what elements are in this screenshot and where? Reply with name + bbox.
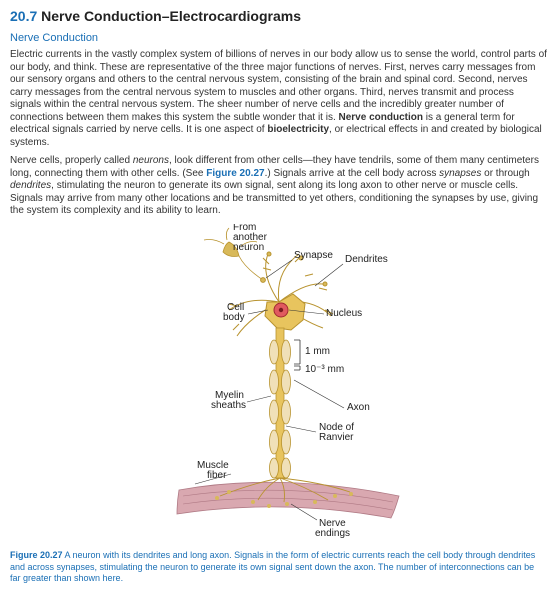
figure-neuron: From another neuron Synapse Dendrites Ce… [10, 224, 547, 549]
section-number: 20.7 [10, 8, 37, 24]
p2-text-e: , stimulating the neuron to generate its… [10, 180, 538, 216]
label-from-3: neuron [233, 242, 264, 253]
label-synapse: Synapse [294, 250, 333, 261]
label-dendrites: Dendrites [345, 254, 388, 265]
term-dendrites: dendrites [10, 180, 51, 191]
scale-small-icon [294, 366, 300, 370]
muscle-fiber-icon [177, 482, 399, 518]
figure-caption: Figure 20.27 A neuron with its dendrites… [10, 550, 547, 584]
label-nerve-2: endings [315, 528, 350, 539]
label-cell-2: body [223, 312, 245, 323]
label-myelin-2: sheaths [211, 400, 246, 411]
label-scale: 10⁻³ mm [305, 364, 344, 375]
figure-reference-link[interactable]: Figure 20.27 [206, 168, 264, 179]
paragraph-2: Nerve cells, properly called neurons, lo… [10, 155, 547, 218]
label-1mm: 1 mm [305, 346, 330, 357]
term-neurons: neurons [133, 155, 169, 166]
label-axon: Axon [347, 402, 370, 413]
paragraph-1: Electric currents in the vastly complex … [10, 49, 547, 149]
caption-lead: Figure 20.27 [10, 550, 63, 560]
scale-1mm-icon [294, 340, 300, 364]
nucleolus-icon [278, 308, 282, 312]
term-synapses: synapses [439, 168, 481, 179]
term-bioelectricity: bioelectricity [267, 124, 329, 135]
label-node-2: Ranvier [319, 432, 354, 443]
label-nucleus: Nucleus [326, 308, 362, 319]
p2-text-c: .) Signals arrive at the cell body acros… [265, 168, 440, 179]
section-title: Nerve Conduction–Electrocardiograms [41, 8, 301, 24]
p2-text-a: Nerve cells, properly called [10, 155, 133, 166]
subheading: Nerve Conduction [10, 32, 547, 46]
term-nerve-conduction: Nerve conduction [339, 112, 423, 123]
label-muscle-2: fiber [207, 470, 227, 481]
section-heading: 20.7 Nerve Conduction–Electrocardiograms [10, 8, 547, 26]
p2-text-d: or through [481, 168, 529, 179]
caption-text: A neuron with its dendrites and long axo… [10, 550, 535, 583]
